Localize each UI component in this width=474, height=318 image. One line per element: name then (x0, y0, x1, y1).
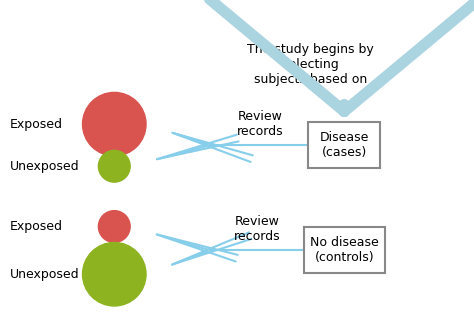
FancyBboxPatch shape (308, 122, 381, 168)
Text: The study begins by
selecting
subjects based on: The study begins by selecting subjects b… (247, 43, 374, 86)
Text: No disease
(controls): No disease (controls) (310, 236, 379, 264)
Circle shape (99, 211, 130, 242)
Circle shape (99, 150, 130, 182)
Text: Unexposed: Unexposed (10, 160, 80, 173)
Text: Exposed: Exposed (10, 118, 63, 131)
FancyBboxPatch shape (304, 227, 385, 273)
Text: Exposed: Exposed (10, 220, 63, 233)
Text: Disease
(cases): Disease (cases) (319, 131, 369, 159)
Text: Review
records: Review records (234, 215, 281, 243)
Circle shape (82, 242, 146, 306)
Text: Unexposed: Unexposed (10, 268, 80, 281)
Text: Review
records: Review records (237, 110, 283, 138)
Circle shape (82, 93, 146, 156)
